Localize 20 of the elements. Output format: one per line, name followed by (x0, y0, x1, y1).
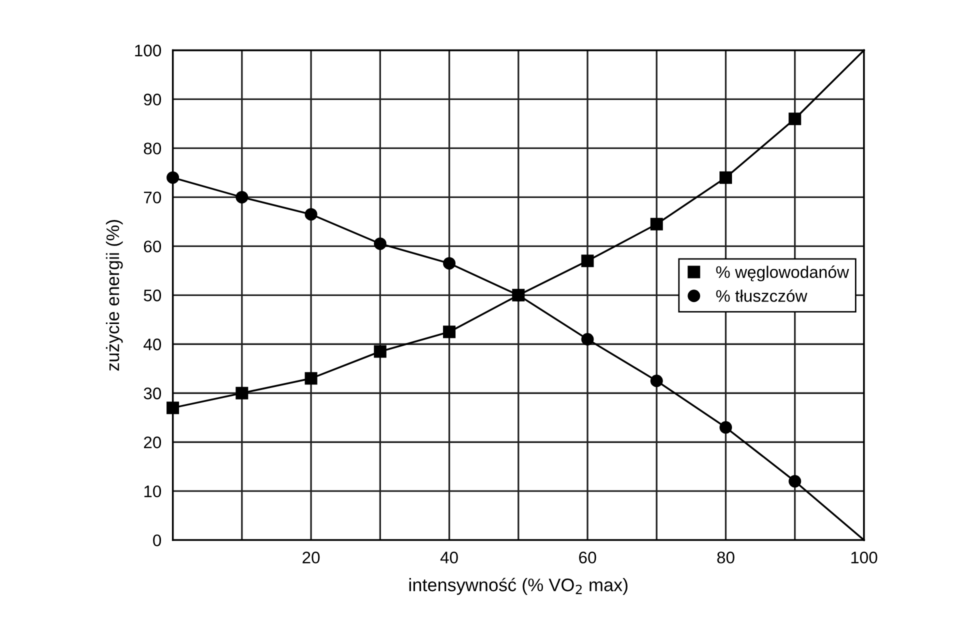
y-tick-label: 20 (144, 436, 162, 448)
y-axis-title: zużycie energii (%) (106, 220, 123, 371)
y-tick-label: 50 (144, 290, 162, 302)
y-tick-label: 100 (135, 44, 162, 56)
y-tick-label: 30 (144, 388, 162, 400)
y-tick-label: 60 (144, 240, 162, 252)
y-tick-label: 80 (144, 142, 162, 154)
y-tick-label: 10 (144, 485, 162, 498)
legend-label: % tłuszczów (716, 289, 808, 302)
x-tick-label: 20 (302, 552, 320, 564)
legend-label: % węglowodanów (716, 266, 850, 282)
x-tick-label: 40 (440, 552, 458, 564)
x-tick-label: 80 (717, 552, 734, 564)
x-tick-label: 100 (851, 552, 878, 564)
x-axis-title: intensywność (% VO$_{2}$ max) (409, 578, 628, 595)
y-tick-label: 40 (144, 338, 162, 350)
y-tick-label: 90 (144, 94, 162, 106)
y-tick-label: 70 (144, 192, 162, 204)
y-tick-label: 0 (153, 534, 162, 546)
x-tick-label: 60 (579, 552, 596, 564)
